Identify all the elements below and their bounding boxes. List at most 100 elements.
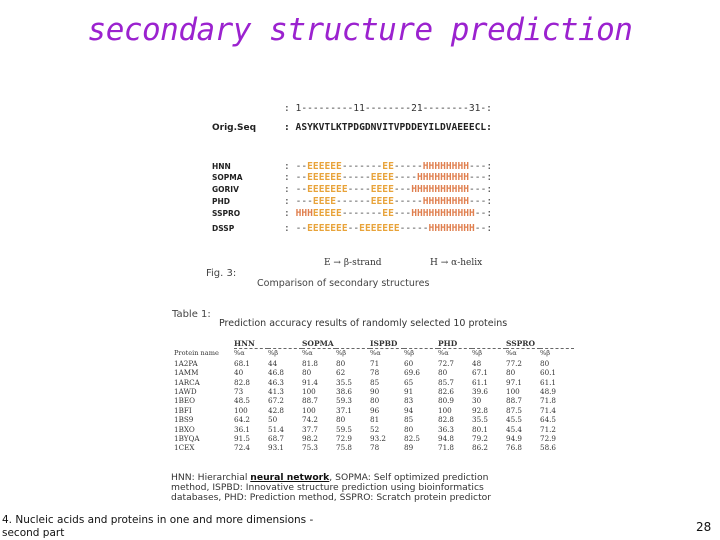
accuracy-cell: 80 — [370, 396, 380, 406]
protein-name-cell: 1BEO — [174, 396, 195, 406]
accuracy-cell: 38.6 — [336, 387, 353, 397]
figure-label: Fig. 3: — [206, 268, 237, 279]
accuracy-cell: 60.1 — [540, 368, 557, 378]
page-number: 28 — [696, 520, 712, 534]
table-row: 1ARCA 82.8 46.3 91.4 35.5 85 65 85.7 61.1 97.1 61.… — [174, 378, 574, 387]
seq-row-label: GORIV — [212, 185, 239, 194]
accuracy-cell: 61.1 — [540, 377, 557, 387]
seq-row-string: : HHHEEEEE-------EE---HHHHHHHHHHH--: — [284, 208, 493, 219]
seq-row-string: : --EEEEEE-------EE-----HHHHHHHH---: — [284, 161, 493, 172]
accuracy-cell: 73 — [234, 387, 244, 397]
accuracy-cell: 58.6 — [540, 443, 557, 453]
accuracy-cell: 86.2 — [472, 443, 489, 453]
accuracy-cell: 36.1 — [234, 424, 251, 434]
seq-row-label: SSPRO — [212, 209, 241, 218]
protein-name-cell: 1BXO — [174, 424, 195, 434]
table-method-header: SOPMA — [302, 339, 334, 348]
accuracy-cell: 48 — [472, 358, 482, 368]
accuracy-cell: 48.9 — [540, 387, 557, 397]
table-method-header: HNN — [234, 339, 255, 348]
protein-name-cell: 1BYQA — [174, 434, 200, 444]
accuracy-cell: 80 — [302, 368, 312, 378]
seq-row-label: PHD — [212, 197, 230, 206]
accuracy-cell: 88.7 — [506, 396, 523, 406]
accuracy-cell: 37.1 — [336, 405, 353, 415]
accuracy-cell: 45.4 — [506, 424, 523, 434]
accuracy-cell: 82.5 — [404, 434, 421, 444]
accuracy-cell: 65 — [404, 377, 414, 387]
table-subheader-cell: %α — [506, 348, 540, 359]
accuracy-cell: 61.1 — [472, 377, 489, 387]
accuracy-cell: 94.9 — [506, 434, 523, 444]
accuracy-cell: 82.8 — [438, 415, 455, 425]
table-subheader-row: Protein name %α %β %α %β %α %β %α %β %α %β — [174, 348, 574, 359]
accuracy-cell: 45.5 — [506, 415, 523, 425]
protein-name-cell: 1BS9 — [174, 415, 194, 425]
accuracy-cell: 72.9 — [336, 434, 353, 444]
accuracy-cell: 100 — [302, 405, 316, 415]
accuracy-cell: 91.5 — [234, 434, 251, 444]
accuracy-cell: 94 — [404, 405, 414, 415]
table-row: 1CEX 72.4 93.1 75.3 75.8 78 89 71.8 86.2 76.8 58.6 — [174, 443, 574, 452]
protein-name-cell: 1AWD — [174, 387, 197, 397]
accuracy-cell: 93.1 — [268, 443, 285, 453]
neural-network-link[interactable]: neural network — [250, 472, 330, 483]
accuracy-cell: 90 — [370, 387, 380, 397]
accuracy-cell: 62 — [336, 368, 346, 378]
seq-row-label: DSSP — [212, 224, 235, 233]
accuracy-cell: 46.8 — [268, 368, 285, 378]
table-subheader-cell: %α — [302, 348, 336, 359]
accuracy-cell: 75.8 — [336, 443, 353, 453]
accuracy-cell: 85 — [370, 377, 380, 387]
accuracy-cell: 82.6 — [438, 387, 455, 397]
table-method-header: SSPRO — [506, 339, 536, 348]
accuracy-cell: 48.5 — [234, 396, 251, 406]
accuracy-cell: 100 — [302, 387, 316, 397]
accuracy-cell: 37.7 — [302, 424, 319, 434]
protein-name-cell: 1A2PA — [174, 358, 198, 368]
accuracy-cell: 97.1 — [506, 377, 523, 387]
accuracy-cell: 44 — [268, 358, 278, 368]
table-row: 1BS9 64.2 50 74.2 80 81 85 82.8 35.5 45.5 64.5 — [174, 415, 574, 424]
accuracy-cell: 35.5 — [336, 377, 353, 387]
accuracy-cell: 51.4 — [268, 424, 285, 434]
table-caption: Prediction accuracy results of randomly … — [219, 318, 508, 329]
accuracy-cell: 83 — [404, 396, 414, 406]
footnote-prefix: HNN: Hierarchial — [171, 472, 251, 483]
protein-name-cell: 1AMM — [174, 368, 199, 378]
figure-caption: Comparison of secondary structures — [257, 278, 430, 289]
table-subheader-cell: %α — [234, 348, 268, 359]
protein-name-cell: 1CEX — [174, 443, 195, 453]
table-subheader-cell: %β — [268, 348, 302, 359]
accuracy-cell: 80 — [404, 424, 414, 434]
accuracy-cell: 60 — [404, 358, 414, 368]
accuracy-cell: 71 — [370, 358, 380, 368]
table-method-header: ISPBD — [370, 339, 398, 348]
accuracy-cell: 68.1 — [234, 358, 251, 368]
accuracy-cell: 80.9 — [438, 396, 455, 406]
accuracy-cell: 71.4 — [540, 405, 557, 415]
table-subheader-cell: %β — [472, 348, 506, 359]
accuracy-cell: 81.8 — [302, 358, 319, 368]
accuracy-cell: 64.2 — [234, 415, 251, 425]
accuracy-cell: 68.7 — [268, 434, 285, 444]
accuracy-cell: 89 — [404, 443, 414, 453]
accuracy-cell: 71.8 — [438, 443, 455, 453]
accuracy-cell: 30 — [472, 396, 482, 406]
table-method-row: HNN SOPMA ISPBD PHD SSPRO — [174, 339, 574, 349]
accuracy-cell: 96 — [370, 405, 380, 415]
accuracy-cell: 92.8 — [472, 405, 489, 415]
table-method-header: PHD — [438, 339, 458, 348]
accuracy-cell: 67.2 — [268, 396, 285, 406]
table-subheader-cell: Protein name — [174, 349, 219, 358]
position-ruler: : 1---------11--------21--------31-: — [284, 103, 492, 114]
seq-row-string: : --EEEEEE-----EEEE----HHHHHHHHH---: — [284, 172, 493, 183]
accuracy-cell: 87.5 — [506, 405, 523, 415]
accuracy-table: HNN SOPMA ISPBD PHD SSPRO Protein name %α %β %α%… — [174, 339, 574, 453]
accuracy-cell: 72.4 — [234, 443, 251, 453]
accuracy-cell: 82.8 — [234, 377, 251, 387]
table-footnote: HNN: Hierarchial neural network, SOPMA: … — [171, 473, 521, 503]
accuracy-cell: 64.5 — [540, 415, 557, 425]
accuracy-cell: 94.8 — [438, 434, 455, 444]
accuracy-cell: 80 — [438, 368, 448, 378]
